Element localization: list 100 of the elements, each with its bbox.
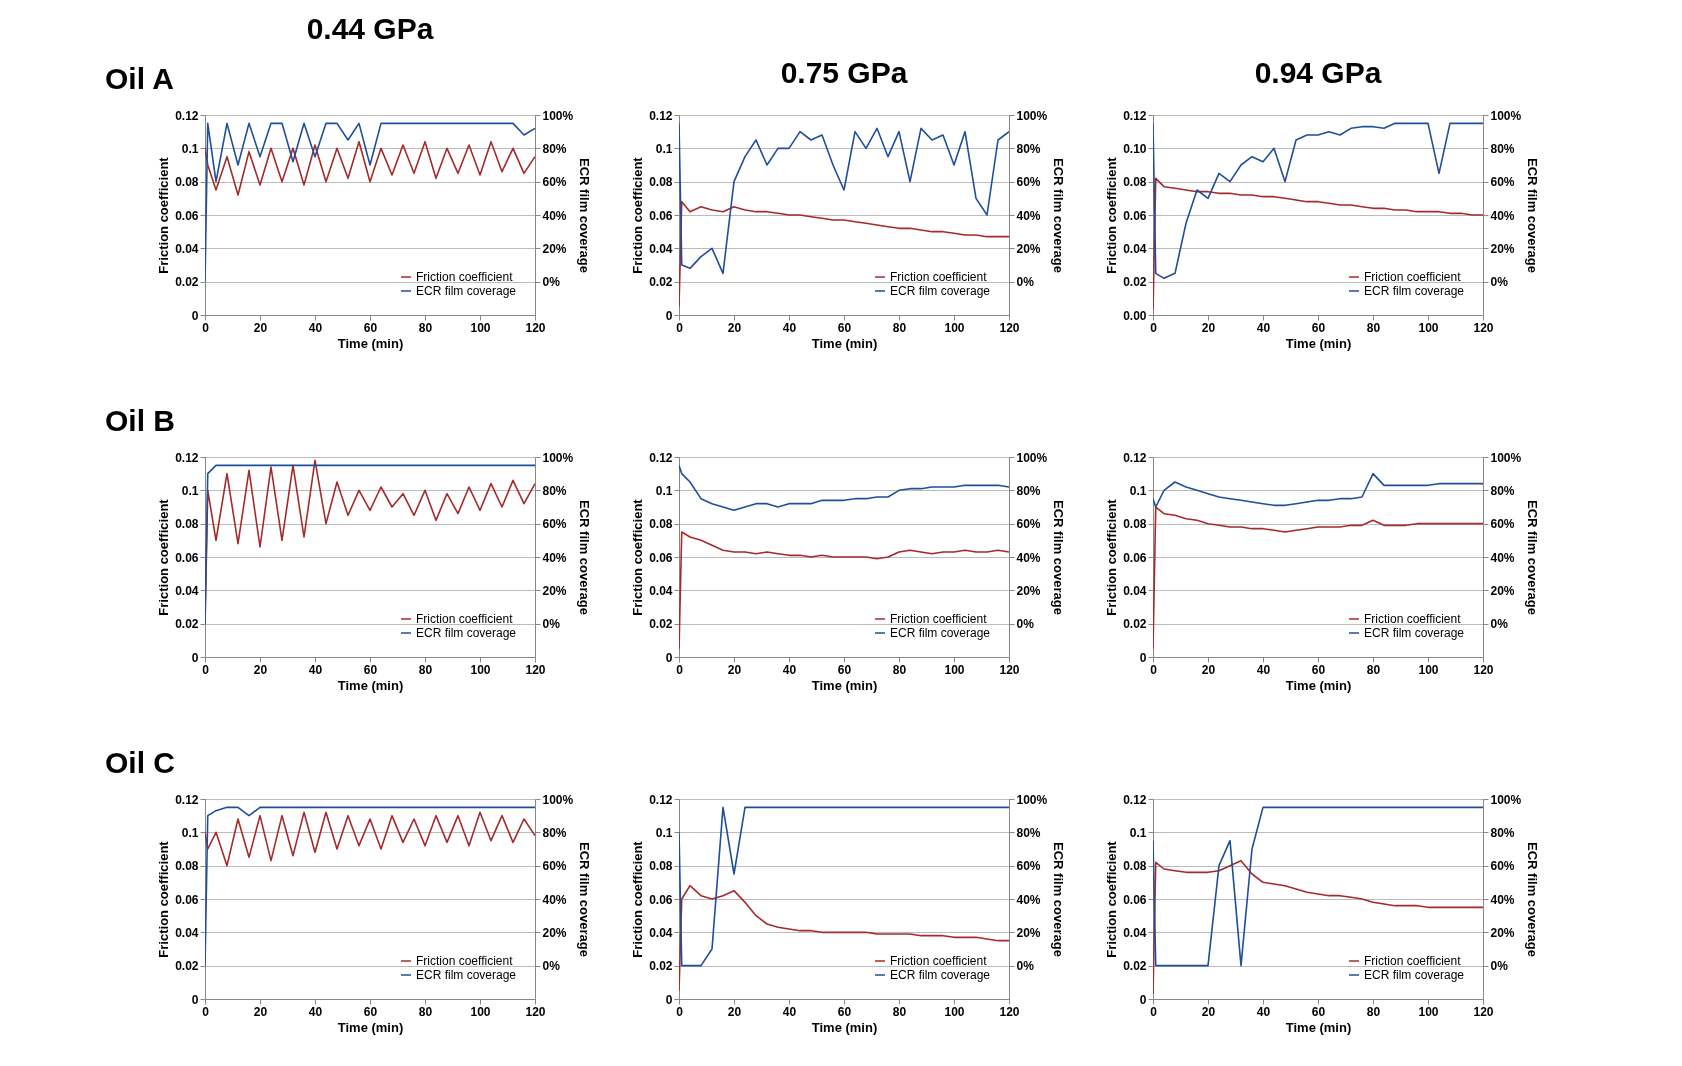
x-tick-label: 80 (892, 320, 907, 335)
y-tick-label: 0.04 (649, 583, 673, 598)
y-tick-label: 0.08 (1123, 175, 1147, 190)
x-tick-label: 40 (1256, 320, 1271, 335)
y2-tick-label: 80% (542, 141, 567, 156)
x-tick-label: 80 (1366, 320, 1381, 335)
y2-tick-label: 0% (542, 275, 561, 290)
y2-tick-label: 60% (1016, 859, 1041, 874)
y-tick-label: 0.10 (1123, 141, 1147, 156)
y2-axis-title: ECR film coverage (577, 842, 593, 957)
y-tick-label: 0.04 (1123, 583, 1147, 598)
legend-label: ECR film coverage (416, 284, 517, 298)
x-tick-label: 100 (470, 320, 491, 335)
legend-label: ECR film coverage (1364, 626, 1465, 640)
x-tick-label: 40 (782, 1004, 797, 1019)
x-tick-label: 120 (525, 320, 546, 335)
y-tick-label: 0.12 (649, 450, 673, 465)
x-tick-label: 20 (1201, 1004, 1216, 1019)
legend-label: ECR film coverage (890, 968, 991, 982)
y2-tick-label: 0% (1490, 617, 1509, 632)
line-series (205, 806, 535, 967)
y2-tick-label: 100% (1490, 450, 1522, 465)
y-axis-title: Friction coefficient (156, 498, 172, 616)
x-axis-title: Time (min) (337, 677, 404, 693)
y-tick-label: 0.00 (1123, 308, 1147, 323)
legend-label: Friction coefficient (890, 270, 988, 284)
text: Oil C (105, 746, 176, 779)
x-tick-label: 80 (892, 1004, 907, 1019)
y2-tick-label: 100% (1016, 792, 1048, 807)
y-tick-label: 0.08 (175, 517, 199, 532)
x-tick-label: 120 (525, 662, 546, 677)
x-tick-label: 80 (1366, 1004, 1381, 1019)
x-tick-label: 20 (253, 662, 268, 677)
y-tick-label: 0.04 (649, 241, 673, 256)
line-series (679, 884, 1009, 992)
y2-axis-title: ECR film coverage (577, 158, 593, 273)
x-axis-title: Time (min) (811, 677, 878, 693)
text: Oil B (105, 404, 176, 437)
y-tick-label: 0.08 (1123, 517, 1147, 532)
y-tick-label: 0.02 (649, 275, 673, 290)
y-tick-label: 0.06 (649, 892, 673, 907)
x-tick-label: 120 (1473, 320, 1494, 335)
x-tick-label: 0 (202, 662, 210, 677)
y-tick-label: 0 (665, 650, 673, 665)
y2-tick-label: 40% (542, 208, 567, 223)
y-tick-label: 0.08 (649, 517, 673, 532)
y2-tick-label: 0% (542, 959, 561, 974)
y-tick-label: 0.12 (175, 108, 199, 123)
y-tick-label: 0.1 (1129, 483, 1147, 498)
x-tick-label: 0 (1150, 320, 1158, 335)
y-tick-label: 0.04 (649, 925, 673, 940)
line-series (1153, 472, 1483, 508)
y2-tick-label: 60% (1490, 859, 1515, 874)
y2-tick-label: 40% (542, 892, 567, 907)
line-series (1153, 806, 1483, 967)
y2-axis-title: ECR film coverage (577, 500, 593, 615)
y-tick-label: 0.08 (1123, 859, 1147, 874)
y2-tick-label: 20% (542, 583, 567, 598)
x-tick-label: 20 (253, 1004, 268, 1019)
y-tick-label: 0.06 (649, 208, 673, 223)
y2-axis-title: ECR film coverage (1051, 158, 1067, 273)
y-tick-label: 0.08 (175, 175, 199, 190)
y2-tick-label: 60% (542, 175, 567, 190)
y2-tick-label: 100% (1490, 108, 1522, 123)
chart-title: 0.75 GPa (780, 56, 908, 89)
x-axis-title: Time (min) (337, 1019, 404, 1035)
y2-tick-label: 0% (1490, 275, 1509, 290)
y-tick-label: 0.12 (175, 792, 199, 807)
x-tick-label: 20 (727, 662, 742, 677)
x-tick-label: 120 (525, 1004, 546, 1019)
y-tick-label: 0 (191, 650, 199, 665)
x-axis-title: Time (min) (811, 1019, 878, 1035)
y2-tick-label: 0% (542, 617, 561, 632)
y-axis-title: Friction coefficient (1104, 840, 1120, 958)
legend-label: Friction coefficient (416, 612, 514, 626)
x-tick-label: 100 (470, 662, 491, 677)
y-axis-title: Friction coefficient (630, 498, 646, 616)
y2-tick-label: 20% (1016, 925, 1041, 940)
y-tick-label: 0.08 (649, 859, 673, 874)
y2-tick-label: 0% (1016, 959, 1035, 974)
legend-label: Friction coefficient (1364, 954, 1462, 968)
y-tick-label: 0.12 (1123, 792, 1147, 807)
y-tick-label: 0.02 (649, 959, 673, 974)
x-axis-title: Time (min) (1285, 335, 1352, 351)
y-axis-title: Friction coefficient (630, 156, 646, 274)
line-series (679, 531, 1009, 650)
y-tick-label: 0.12 (1123, 450, 1147, 465)
y-tick-label: 0.06 (649, 550, 673, 565)
x-tick-label: 100 (470, 1004, 491, 1019)
y2-tick-label: 40% (1490, 892, 1515, 907)
y-tick-label: 0.12 (649, 792, 673, 807)
y2-tick-label: 60% (1490, 517, 1515, 532)
line-series (679, 806, 1009, 967)
x-tick-label: 40 (308, 1004, 323, 1019)
legend-label: ECR film coverage (1364, 284, 1465, 298)
x-tick-label: 60 (1311, 662, 1326, 677)
x-tick-label: 80 (418, 320, 433, 335)
line-series (1153, 506, 1483, 650)
y2-axis-title: ECR film coverage (1525, 842, 1541, 957)
y2-tick-label: 20% (542, 925, 567, 940)
